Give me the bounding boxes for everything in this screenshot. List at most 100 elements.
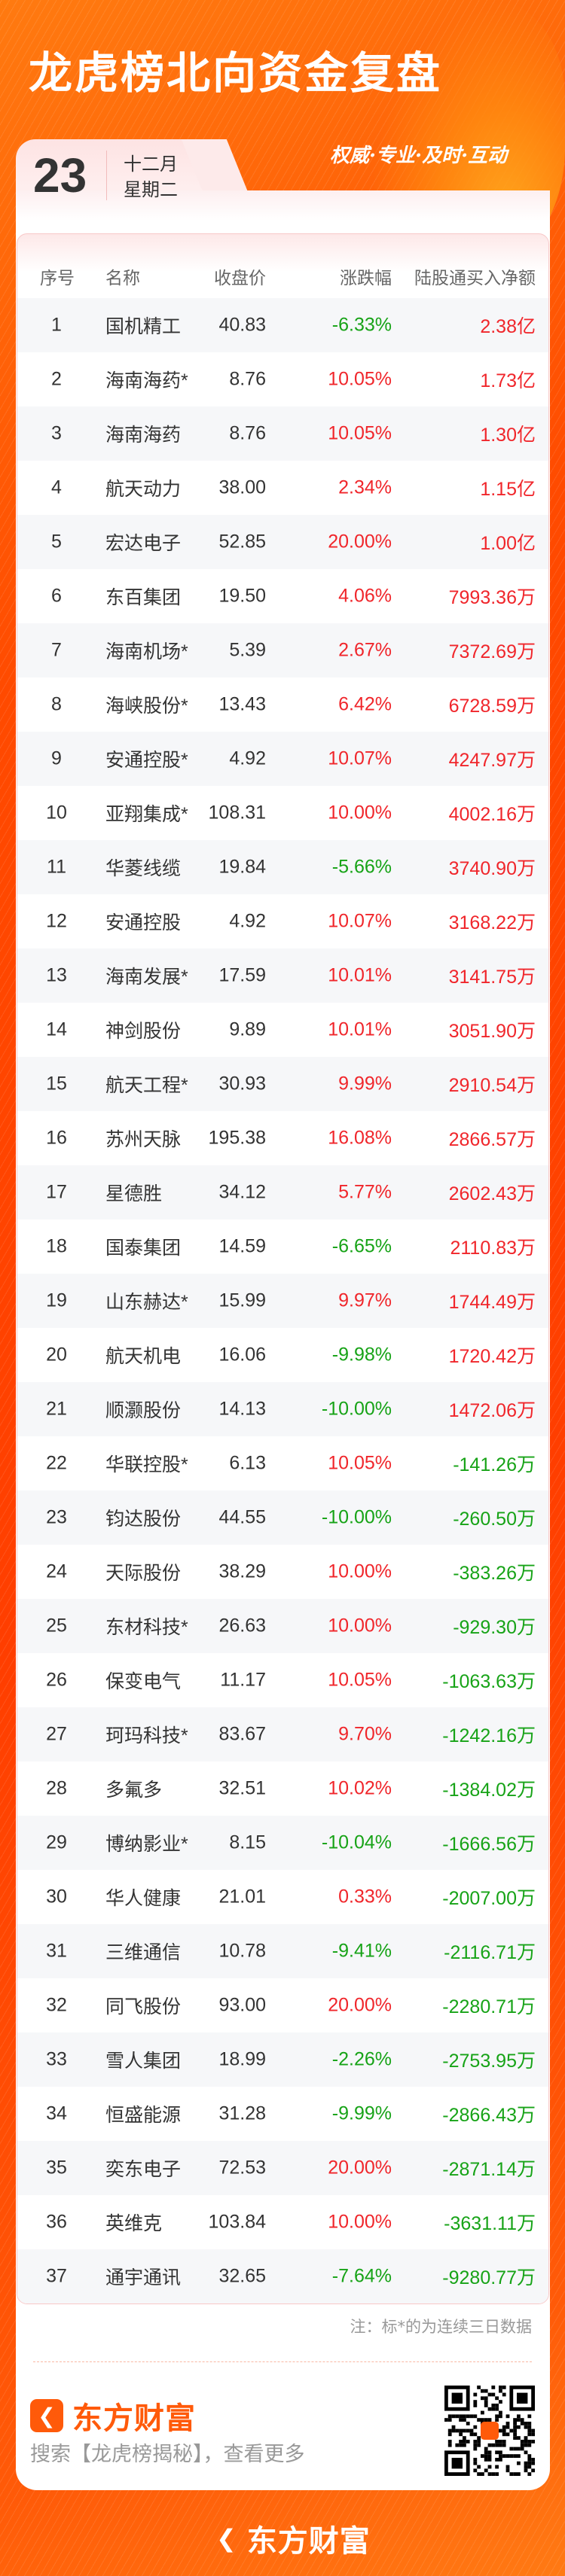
row-index: 37 [46,2265,67,2287]
row-index: 21 [46,1398,67,1420]
row-index: 36 [46,2211,67,2233]
table-row[interactable]: 9 安通控股* 4.92 10.07% 4247.97万 [17,732,548,786]
net-buy: 2110.83万 [450,1238,536,1259]
close-price: 15.99 [218,1290,266,1311]
net-buy: 1.00亿 [480,533,536,554]
row-index: 4 [51,477,62,498]
table-row[interactable]: 35 奕东电子 72.53 20.00% -2871.14万 [17,2141,548,2195]
change-pct: 9.97% [338,1290,392,1311]
row-index: 23 [46,1506,67,1528]
table-row[interactable]: 19 山东赫达* 15.99 9.97% 1744.49万 [17,1274,548,1328]
stock-name: 钧达股份 [105,1509,182,1530]
change-pct: 10.05% [328,368,392,390]
table-row[interactable]: 28 多氟多 32.51 10.02% -1384.02万 [17,1761,548,1816]
close-price: 21.01 [218,1886,266,1908]
table-row[interactable]: 13 海南发展* 17.59 10.01% 3141.75万 [17,948,548,1003]
close-price: 44.55 [218,1506,266,1528]
table-row[interactable]: 30 华人健康 21.01 0.33% -2007.00万 [17,1870,548,1924]
table-row[interactable]: 24 天际股份 38.29 10.00% -383.26万 [17,1545,548,1599]
stock-name: 航天动力 [105,479,182,500]
row-index: 29 [46,1832,67,1853]
net-buy: -929.30万 [453,1617,536,1638]
table-row[interactable]: 29 博纳影业* 8.15 -10.04% -1666.56万 [17,1816,548,1870]
row-index: 2 [51,368,62,390]
close-price: 11.17 [220,1669,266,1691]
change-pct: -9.99% [331,2103,392,2124]
table-row[interactable]: 37 通宇通讯 32.65 -7.64% -9280.77万 [17,2249,548,2303]
footnote: 注：标*的为连续三日数据 [350,2318,533,2336]
table-row[interactable]: 20 航天机电 16.06 -9.98% 1720.42万 [17,1328,548,1382]
net-buy: 1720.42万 [448,1346,536,1367]
stock-name: 海南机场* [105,641,188,662]
row-index: 30 [46,1886,67,1908]
table-row[interactable]: 31 三维通信 10.78 -9.41% -2116.71万 [17,1924,548,1978]
close-price: 8.76 [229,422,266,444]
table-row[interactable]: 6 东百集团 19.50 4.06% 7993.36万 [17,569,548,623]
qr-code[interactable] [444,2386,535,2476]
net-buy: -260.50万 [453,1509,536,1530]
close-price: 19.50 [218,585,266,607]
net-buy: 1472.06万 [448,1400,536,1421]
net-buy: 3168.22万 [448,912,536,933]
table-row[interactable]: 25 东材科技* 26.63 10.00% -929.30万 [17,1599,548,1653]
net-buy: -2866.43万 [442,2105,536,2126]
change-pct: 10.00% [328,1561,392,1582]
close-price: 38.29 [218,1561,266,1582]
change-pct: 10.00% [328,1615,392,1637]
table-row[interactable]: 34 恒盛能源 31.28 -9.99% -2866.43万 [17,2087,548,2141]
table-row[interactable]: 17 星德胜 34.12 5.77% 2602.43万 [17,1165,548,1219]
stock-name: 同飞股份 [105,1996,182,2017]
change-pct: -7.64% [331,2265,392,2287]
table-row[interactable]: 36 英维克 103.84 10.00% -3631.11万 [17,2195,548,2249]
net-buy: 1744.49万 [448,1292,536,1313]
table-row[interactable]: 11 华菱线缆 19.84 -5.66% 3740.90万 [17,840,548,894]
table-row[interactable]: 22 华联控股* 6.13 10.05% -141.26万 [17,1436,548,1490]
close-price: 108.31 [208,802,266,824]
stock-name: 英维克 [105,2213,163,2234]
table-row[interactable]: 14 神剑股份 9.89 10.01% 3051.90万 [17,1003,548,1057]
table-row[interactable]: 2 海南海药* 8.76 10.05% 1.73亿 [17,352,548,406]
page-title: 龙虎榜北向资金复盘 [29,47,443,99]
net-buy: 3141.75万 [448,967,536,988]
table-row[interactable]: 4 航天动力 38.00 2.34% 1.15亿 [17,461,548,515]
change-pct: -2.26% [331,2048,392,2070]
row-index: 25 [46,1615,67,1637]
stock-name: 安通控股* [105,750,188,771]
table-row[interactable]: 15 航天工程* 30.93 9.99% 2910.54万 [17,1057,548,1111]
stock-name: 华菱线缆 [105,858,182,879]
eastmoney-logo-icon: ❮ [30,2399,63,2432]
table-row[interactable]: 18 国泰集团 14.59 -6.65% 2110.83万 [17,1219,548,1274]
table-row[interactable]: 10 亚翔集成* 108.31 10.00% 4002.16万 [17,786,548,840]
close-price: 34.12 [218,1181,266,1203]
table-row[interactable]: 32 同飞股份 93.00 20.00% -2280.71万 [17,1978,548,2032]
close-price: 16.06 [218,1344,266,1366]
table-row[interactable]: 12 安通控股 4.92 10.07% 3168.22万 [17,894,548,948]
close-price: 5.39 [229,639,266,661]
change-pct: 10.05% [328,1452,392,1474]
change-pct: 10.07% [328,910,392,932]
table-row[interactable]: 16 苏州天脉 195.38 16.08% 2866.57万 [17,1111,548,1165]
bottom-brand-name: 东方财富 [246,2524,371,2559]
stock-name: 雪人集团 [105,2051,182,2072]
table-row[interactable]: 33 雪人集团 18.99 -2.26% -2753.95万 [17,2032,548,2087]
table-row[interactable]: 5 宏达电子 52.85 20.00% 1.00亿 [17,515,548,569]
table-row[interactable]: 21 顺灏股份 14.13 -10.00% 1472.06万 [17,1382,548,1436]
close-price: 93.00 [218,1994,266,2016]
table-row[interactable]: 3 海南海药 8.76 10.05% 1.30亿 [17,406,548,461]
table-row[interactable]: 8 海峡股份* 13.43 6.42% 6728.59万 [17,677,548,732]
change-pct: 4.06% [338,585,392,607]
table-row[interactable]: 26 保变电气 11.17 10.05% -1063.63万 [17,1653,548,1707]
table-row[interactable]: 23 钧达股份 44.55 -10.00% -260.50万 [17,1490,548,1545]
change-pct: -5.66% [331,856,392,878]
change-pct: 9.70% [338,1723,392,1745]
table-row[interactable]: 7 海南机场* 5.39 2.67% 7372.69万 [17,623,548,677]
table-row[interactable]: 1 国机精工 40.83 -6.33% 2.38亿 [17,298,548,352]
stock-name: 安通控股 [105,912,182,933]
close-price: 10.78 [218,1940,266,1962]
table-row[interactable]: 27 珂玛科技* 83.67 9.70% -1242.16万 [17,1707,548,1761]
close-price: 40.83 [218,314,266,336]
close-price: 103.84 [208,2211,266,2233]
row-index: 9 [51,748,62,769]
date-weekday: 星期二 [124,179,178,200]
net-buy: 4247.97万 [448,750,536,771]
